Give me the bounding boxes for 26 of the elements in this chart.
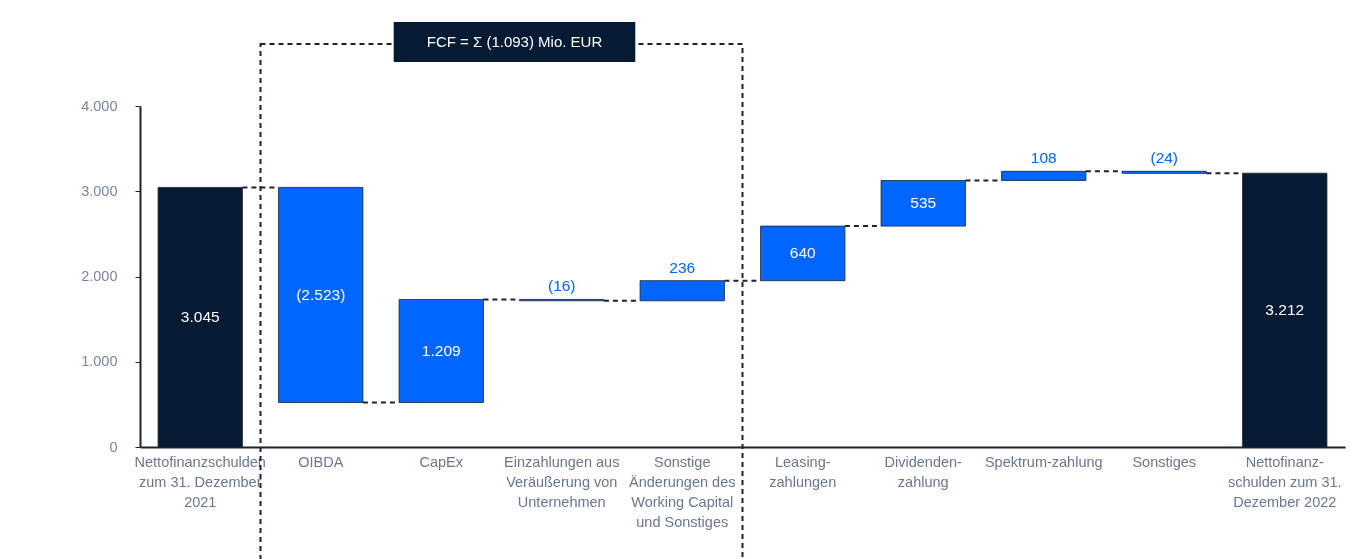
data-label: (16) <box>547 277 576 295</box>
x-tick-label: Nettofinanzschulden zum 31. Dezember 2021 <box>134 453 266 510</box>
data-label: 640 <box>789 244 817 262</box>
x-tick-label: OIBDA <box>298 453 344 470</box>
x-tick-label: CapEx <box>419 453 464 470</box>
x-tick-label: Leasing-zahlungen <box>769 453 837 490</box>
data-label: 1.209 <box>421 341 461 359</box>
y-tick-label: 1.000 <box>81 353 118 370</box>
text: FCF = Σ (1.093) Mio. EUR <box>426 33 603 50</box>
x-tick-label: Einzahlungen aus Veräußerung von Unternehmen <box>504 453 620 510</box>
y-tick-label: 4.000 <box>81 97 118 114</box>
y-tick-label: 3.000 <box>81 182 118 199</box>
y-tick-label: 0 <box>109 438 118 455</box>
data-label: 236 <box>669 258 696 276</box>
data-label: 3.212 <box>1265 301 1305 319</box>
x-tick-label: Sonstige Änderungen des Working Capital und Sonstiges <box>629 453 736 530</box>
data-label: 535 <box>910 194 937 212</box>
data-label: (24) <box>1150 149 1179 167</box>
y-tick-label: 2.000 <box>81 268 118 284</box>
x-tick-label: Nettofinanz-schulden zum 31. Dezember 2022 <box>1227 453 1342 510</box>
data-label: 108 <box>1030 149 1057 167</box>
x-tick-label: Dividenden-zahlung <box>884 453 963 490</box>
data-label: (2.523) <box>296 285 346 303</box>
x-tick-label: Sonstiges <box>1132 453 1197 470</box>
x-tick-label: Spektrum-zahlung <box>984 453 1103 470</box>
data-label: 3.045 <box>180 308 220 326</box>
